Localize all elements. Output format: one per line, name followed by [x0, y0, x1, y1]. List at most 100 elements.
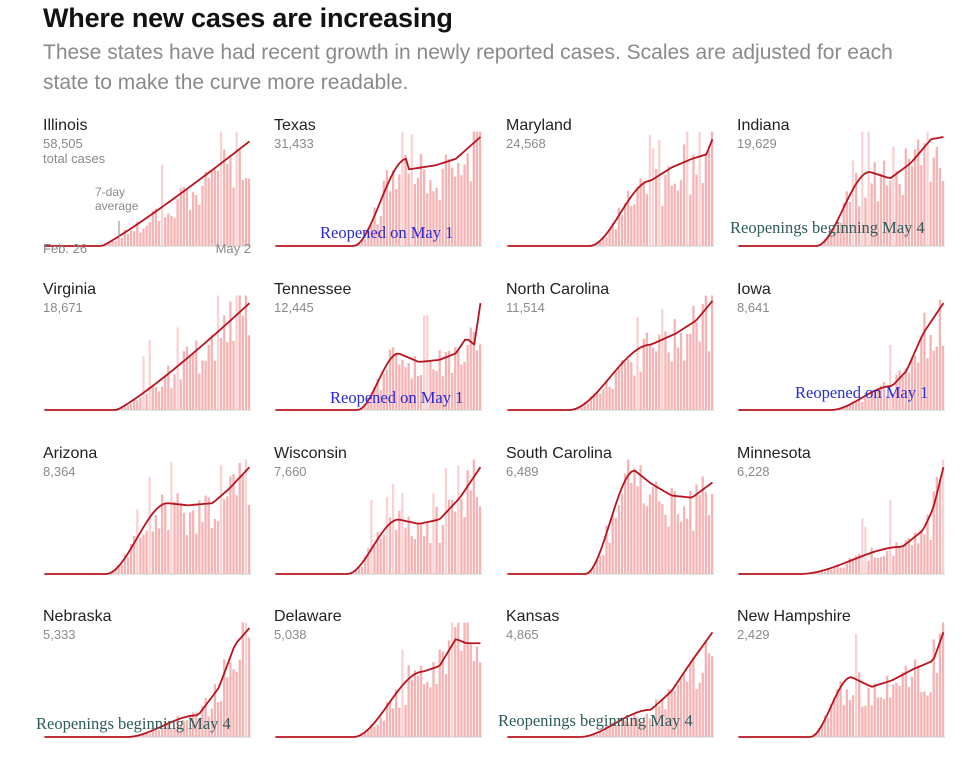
- daily-cases-bar: [879, 385, 883, 410]
- seven-day-average-line: [275, 303, 482, 411]
- total-cases-value: 2,429: [737, 627, 770, 642]
- daily-cases-bar: [167, 365, 170, 410]
- daily-cases-bar: [373, 546, 376, 574]
- daily-cases-bar: [630, 482, 633, 574]
- x-axis-end-label: May 2: [215, 241, 251, 256]
- daily-cases-bar: [670, 688, 673, 737]
- daily-cases-bar: [695, 174, 698, 246]
- daily-cases-bar: [117, 565, 120, 574]
- daily-cases-bar: [472, 331, 475, 410]
- seven-day-average-line: [738, 632, 945, 738]
- daily-cases-bar: [176, 493, 179, 574]
- daily-cases-bar: [444, 154, 448, 246]
- total-cases-value: 12,445: [274, 300, 314, 315]
- daily-cases-bar: [105, 243, 108, 246]
- daily-cases-bar: [658, 706, 661, 737]
- daily-cases-bar: [429, 543, 432, 574]
- daily-cases-bar: [432, 369, 435, 410]
- daily-cases-bar: [241, 179, 244, 246]
- daily-cases-bar: [938, 167, 942, 246]
- daily-cases-bar: [830, 569, 833, 574]
- daily-cases-bar: [167, 723, 170, 737]
- daily-cases-bar: [360, 240, 364, 246]
- daily-cases-bar: [642, 338, 645, 410]
- daily-cases-bar: [664, 331, 667, 410]
- daily-cases-bar: [413, 183, 416, 246]
- daily-cases-bar: [692, 305, 695, 410]
- daily-cases-bar: [450, 500, 454, 574]
- daily-cases-bar: [898, 370, 901, 410]
- daily-cases-bar: [823, 715, 827, 737]
- daily-cases-bar: [886, 675, 889, 737]
- daily-cases-bar: [198, 373, 201, 410]
- daily-cases-bar: [407, 665, 410, 737]
- daily-cases-bar: [398, 707, 401, 737]
- daily-cases-bar: [876, 557, 879, 574]
- daily-cases-bar: [223, 499, 226, 574]
- state-chart: [506, 459, 714, 575]
- daily-cases-bar: [478, 662, 482, 737]
- daily-cases-bar: [679, 180, 683, 246]
- daily-cases-bar: [839, 681, 842, 737]
- daily-cases-bar: [173, 217, 176, 246]
- state-panel: South Carolina 6,489: [506, 445, 714, 575]
- daily-cases-bar: [419, 375, 423, 410]
- daily-cases-bar: [423, 684, 426, 737]
- reopening-annotation: Reopenings beginning May 4: [36, 714, 231, 733]
- daily-cases-bar: [219, 464, 223, 574]
- state-chart: [43, 131, 251, 247]
- daily-cases-bar: [627, 359, 630, 410]
- daily-cases-bar: [447, 159, 451, 246]
- state-chart: [43, 459, 251, 575]
- daily-cases-bar: [645, 194, 648, 246]
- daily-cases-bar: [655, 481, 658, 574]
- daily-cases-bar: [602, 389, 605, 410]
- daily-cases-bar: [596, 242, 599, 246]
- daily-cases-bar: [120, 565, 123, 574]
- seven-day-average-line: [507, 469, 713, 575]
- daily-cases-bar: [216, 521, 220, 574]
- state-name: Delaware: [274, 608, 342, 625]
- daily-cases-bar: [454, 347, 457, 410]
- daily-cases-bar: [379, 216, 382, 246]
- daily-cases-bar: [611, 388, 614, 410]
- daily-cases-bar: [401, 492, 404, 574]
- daily-cases-bar: [639, 722, 642, 737]
- daily-cases-bar: [385, 701, 389, 737]
- daily-cases-bar: [692, 530, 695, 574]
- daily-cases-bar: [614, 371, 617, 410]
- daily-cases-bar: [151, 384, 154, 410]
- daily-cases-bar: [673, 690, 676, 737]
- daily-cases-bar: [904, 665, 907, 737]
- daily-cases-bar: [429, 687, 432, 737]
- daily-cases-bar: [876, 201, 879, 246]
- daily-cases-bar: [642, 503, 645, 574]
- state-panel: Iowa 8,641 Reopened on May 1: [737, 281, 945, 411]
- daily-cases-bar: [226, 163, 229, 246]
- total-cases-value: 58,505: [43, 136, 83, 151]
- daily-cases-bar: [661, 699, 664, 737]
- daily-cases-bar: [379, 717, 382, 737]
- daily-cases-bar: [195, 712, 198, 737]
- daily-cases-bar: [898, 547, 901, 574]
- total-cases-value: 5,333: [43, 627, 76, 642]
- daily-cases-bar: [160, 728, 164, 737]
- daily-cases-bar: [360, 566, 364, 574]
- daily-cases-bar: [686, 334, 689, 410]
- daily-cases-bar: [698, 131, 701, 246]
- daily-cases-bar: [917, 139, 920, 246]
- seven-day-average-line: [507, 138, 714, 247]
- state-name: South Carolina: [506, 445, 612, 462]
- daily-cases-bar: [586, 403, 590, 410]
- daily-cases-bar: [391, 347, 395, 410]
- daily-cases-bar: [617, 504, 621, 574]
- daily-cases-bar: [416, 675, 420, 737]
- daily-cases-bar: [478, 506, 482, 574]
- daily-cases-bar: [701, 182, 704, 246]
- daily-cases-bar: [701, 476, 704, 574]
- daily-cases-bar: [679, 333, 683, 410]
- daily-cases-bar: [686, 518, 689, 574]
- daily-cases-bar: [661, 503, 664, 574]
- daily-cases-bar: [710, 494, 714, 574]
- daily-cases-bar: [910, 676, 914, 737]
